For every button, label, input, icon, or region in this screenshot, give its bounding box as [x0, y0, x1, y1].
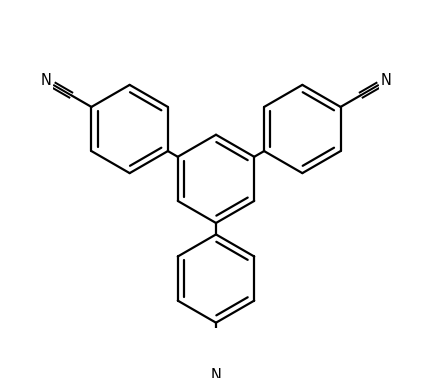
- Text: N: N: [210, 367, 222, 378]
- Text: N: N: [41, 73, 51, 88]
- Text: N: N: [381, 73, 391, 88]
